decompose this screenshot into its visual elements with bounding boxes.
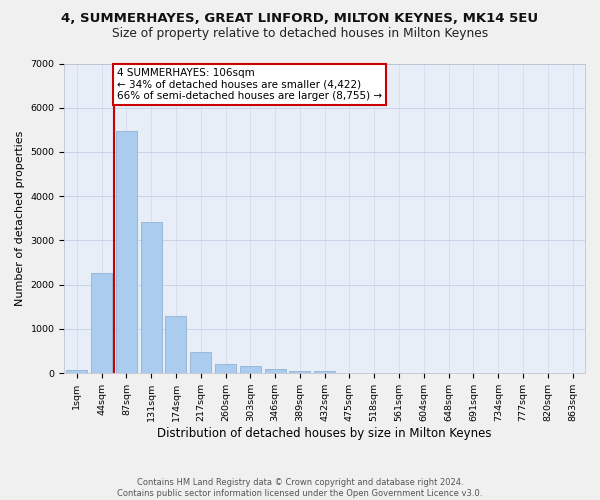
Bar: [166, 316, 187, 373]
Text: 4 SUMMERHAYES: 106sqm
← 34% of detached houses are smaller (4,422)
66% of semi-d: 4 SUMMERHAYES: 106sqm ← 34% of detached …: [117, 68, 382, 101]
Bar: [140, 222, 162, 373]
Text: 4, SUMMERHAYES, GREAT LINFORD, MILTON KEYNES, MK14 5EU: 4, SUMMERHAYES, GREAT LINFORD, MILTON KE…: [61, 12, 539, 26]
Bar: [215, 364, 236, 373]
Bar: [116, 131, 137, 373]
Text: Contains HM Land Registry data © Crown copyright and database right 2024.
Contai: Contains HM Land Registry data © Crown c…: [118, 478, 482, 498]
Text: Size of property relative to detached houses in Milton Keynes: Size of property relative to detached ho…: [112, 28, 488, 40]
Bar: [91, 273, 112, 373]
Y-axis label: Number of detached properties: Number of detached properties: [15, 130, 25, 306]
Bar: [314, 371, 335, 373]
Bar: [265, 369, 286, 373]
Bar: [66, 370, 88, 373]
Bar: [190, 352, 211, 373]
Bar: [289, 370, 310, 373]
X-axis label: Distribution of detached houses by size in Milton Keynes: Distribution of detached houses by size …: [157, 427, 492, 440]
Bar: [240, 366, 261, 373]
